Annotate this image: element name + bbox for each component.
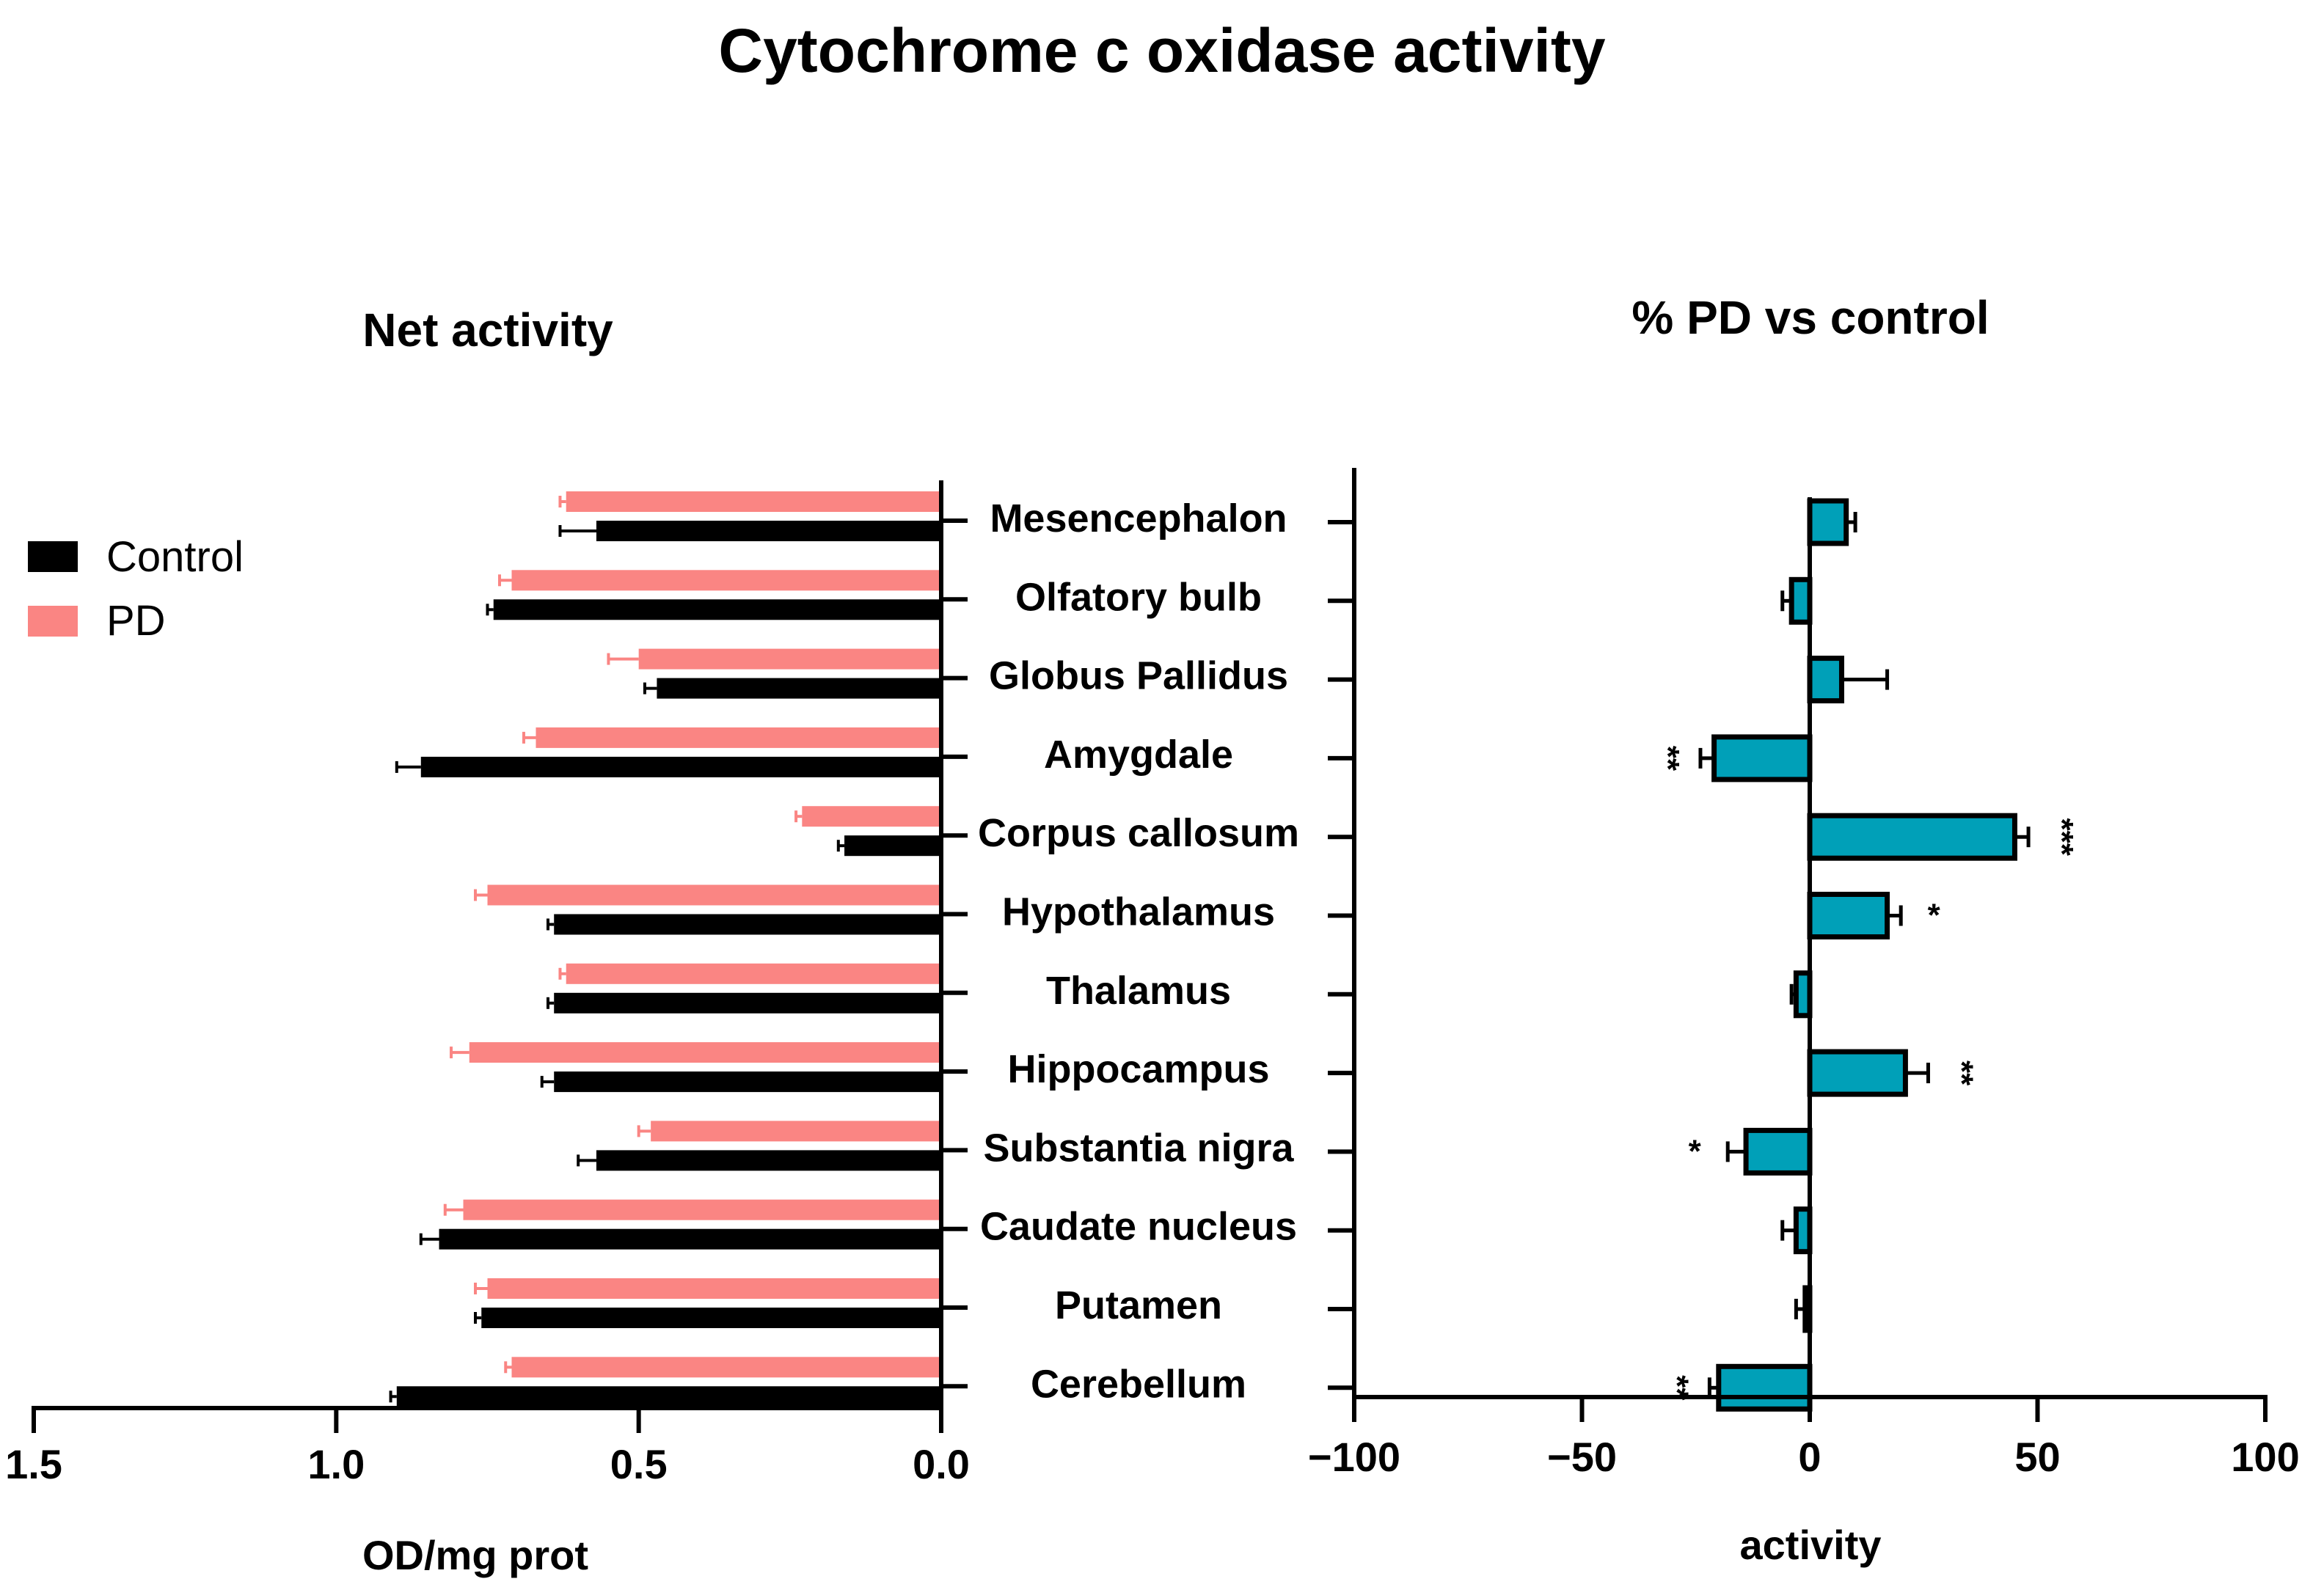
- percent-x-tick-label: −50: [1547, 1434, 1617, 1480]
- net-activity-title: Net activity: [362, 304, 613, 356]
- bar-pd-mesencephalon: [566, 491, 941, 512]
- bar-pd-caudate-nucleus: [463, 1199, 941, 1220]
- region-label-globus-pallidus: Globus Pallidus: [989, 654, 1288, 698]
- bar-pd-globus-pallidus: [638, 648, 941, 670]
- bar-control-mesencephalon: [596, 521, 941, 541]
- bar-pd-putamen: [487, 1278, 941, 1299]
- bar-percent-globus-pallidus: [1807, 656, 1844, 704]
- bar-control-amygdale: [420, 756, 941, 777]
- percent-x-tick-label: −100: [1308, 1434, 1400, 1480]
- region-label-mesencephalon: Mesencephalon: [990, 496, 1287, 540]
- bar-control-hypothalamus: [554, 914, 941, 935]
- bar-pd-cerebellum: [511, 1357, 941, 1378]
- bar-pd-thalamus: [566, 963, 941, 984]
- percent-x-tick-label: 50: [2014, 1434, 2060, 1480]
- net-activity-x-tick-label: 1.5: [5, 1441, 62, 1487]
- bar-percent-cerebellum: [1716, 1363, 1813, 1412]
- bar-control-putamen: [481, 1308, 941, 1328]
- bar-pd-hypothalamus: [487, 884, 941, 906]
- bar-control-cerebellum: [396, 1386, 941, 1407]
- net-activity-x-label: OD/mg prot: [362, 1532, 588, 1578]
- region-label-cerebellum: Cerebellum: [1031, 1362, 1246, 1406]
- bar-pd-olfatory-bulb: [511, 570, 941, 591]
- legend-label-control: Control: [106, 533, 244, 581]
- significance-corpus-callosum: ***: [2044, 818, 2080, 857]
- bar-percent-olfatory-bulb: [1788, 576, 1813, 625]
- net-activity-chart: Net activity OD/mg prot Control PD 1.5 1.…: [5, 304, 970, 1578]
- significance-hypothalamus: *: [1928, 898, 1941, 934]
- bar-control-globus-pallidus: [657, 678, 941, 699]
- bar-pd-amygdale: [536, 727, 941, 748]
- percent-pd-vs-control-chart: % PD vs control activity *********** −10…: [1308, 291, 2300, 1568]
- significance-amygdale: **: [1650, 746, 1686, 771]
- net-activity-x-tick-label: 1.0: [307, 1441, 365, 1487]
- region-labels: Mesencephalon Olfatory bulb Globus Pallidu…: [978, 496, 1299, 1406]
- region-label-hippocampus: Hippocampus: [1007, 1047, 1269, 1091]
- region-label-putamen: Putamen: [1055, 1283, 1222, 1327]
- legend-swatch-pd: [28, 606, 78, 637]
- region-label-caudate-nucleus: Caudate nucleus: [980, 1205, 1297, 1249]
- legend-label-pd: PD: [106, 597, 166, 645]
- bar-percent-corpus-callosum: [1807, 813, 2017, 861]
- legend-swatch-control: [28, 541, 78, 572]
- percent-chart-title: % PD vs control: [1631, 291, 1989, 344]
- region-label-olfatory-bulb: Olfatory bulb: [1015, 575, 1262, 619]
- bar-percent-hippocampus: [1807, 1049, 1908, 1097]
- bar-percent-mesencephalon: [1807, 498, 1849, 546]
- bar-control-substantia-nigra: [596, 1150, 941, 1171]
- bar-control-corpus-callosum: [844, 835, 941, 857]
- bar-control-caudate-nucleus: [439, 1228, 941, 1250]
- bar-percent-substantia-nigra: [1743, 1127, 1813, 1176]
- region-label-substantia-nigra: Substantia nigra: [983, 1126, 1294, 1170]
- bar-pd-corpus-callosum: [802, 806, 941, 827]
- bar-control-olfatory-bulb: [493, 599, 941, 620]
- net-activity-x-tick-label: 0.5: [610, 1441, 668, 1487]
- net-activity-x-tick-label: 0.0: [913, 1441, 970, 1487]
- bar-pd-hippocampus: [469, 1042, 941, 1063]
- bar-pd-substantia-nigra: [651, 1121, 941, 1142]
- bar-control-thalamus: [554, 992, 941, 1014]
- bar-percent-amygdale: [1711, 734, 1813, 782]
- significance-substantia-nigra: *: [1689, 1133, 1702, 1169]
- legend: Control PD: [28, 533, 244, 645]
- percent-x-tick-label: 100: [2231, 1434, 2299, 1480]
- region-label-hypothalamus: Hypothalamus: [1002, 890, 1275, 934]
- region-label-amygdale: Amygdale: [1044, 733, 1233, 777]
- percent-chart-x-label: activity: [1740, 1522, 1882, 1568]
- figure-title: Cytochrome c oxidase activity: [718, 16, 1605, 85]
- region-label-corpus-callosum: Corpus callosum: [978, 811, 1299, 855]
- region-label-thalamus: Thalamus: [1046, 969, 1231, 1013]
- bar-control-hippocampus: [554, 1071, 941, 1093]
- percent-x-tick-label: 0: [1798, 1434, 1821, 1480]
- bar-percent-hypothalamus: [1807, 892, 1890, 939]
- significance-hippocampus: **: [1943, 1060, 1979, 1086]
